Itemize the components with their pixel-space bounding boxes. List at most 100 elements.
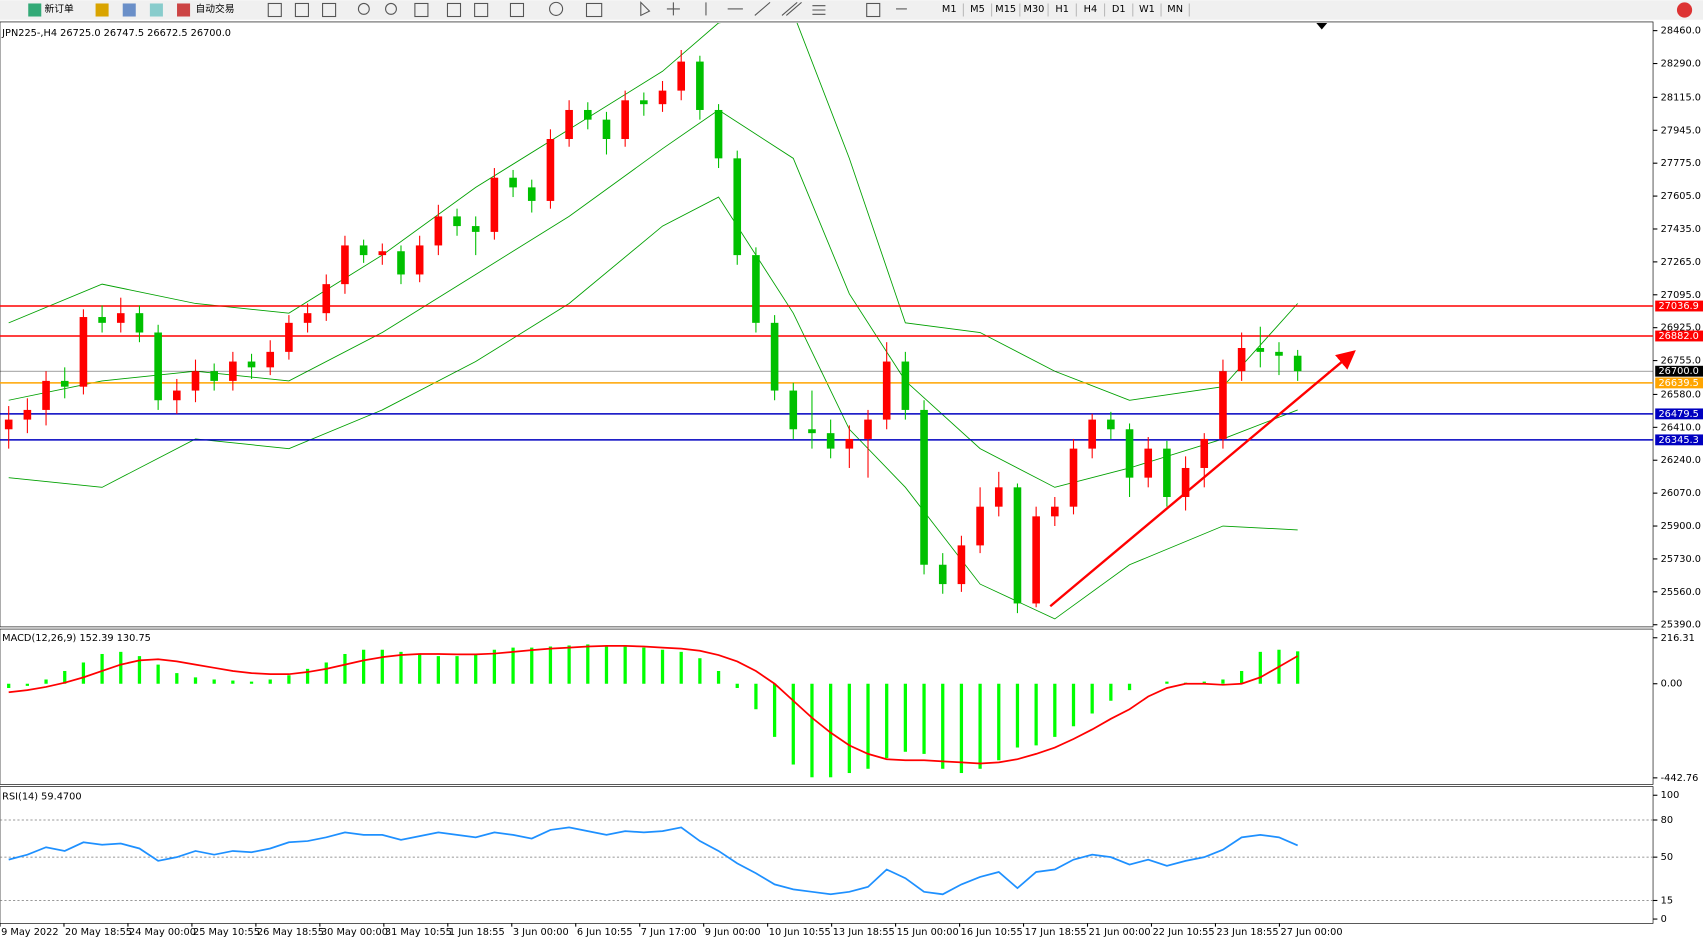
candle-body [733, 158, 742, 256]
candle-body [341, 245, 349, 285]
date-label: 7 Jun 17:00 [641, 927, 697, 938]
macd-bar [754, 683, 758, 710]
auto-trade-button[interactable]: 自动交易 [195, 2, 234, 15]
candle-body [808, 429, 816, 434]
trendline[interactable] [754, 1, 771, 16]
auto-trade-icon[interactable] [177, 3, 191, 17]
macd-bar [1053, 683, 1057, 737]
candle-body [770, 322, 779, 391]
date-label: 26 May 18:55 [257, 927, 324, 938]
toolbar [0, 0, 1703, 20]
candle-body [79, 317, 88, 387]
main-panel [0, 21, 1654, 628]
timeframes: M1 M5 M15 M30 H1 H4 D1 W1 MN [942, 3, 1190, 17]
tool[interactable] [294, 2, 309, 18]
macd-bar [698, 658, 702, 684]
icon[interactable] [95, 3, 109, 17]
macd-panel [0, 628, 1654, 785]
macd-bar [399, 651, 403, 684]
macd-bar [418, 653, 422, 684]
templates[interactable] [585, 2, 603, 18]
timeframe-button[interactable]: M5 [970, 4, 985, 15]
timeframe-button[interactable]: H1 [1055, 4, 1069, 15]
text-tool[interactable] [866, 2, 881, 18]
candle-body [1125, 429, 1134, 478]
timeframe-button[interactable]: H4 [1084, 4, 1098, 15]
candle-body [173, 390, 181, 401]
indicators[interactable] [509, 2, 525, 18]
price-level-tag [1655, 377, 1703, 389]
tool[interactable] [474, 2, 489, 18]
macd-bar [1109, 683, 1113, 701]
candle-body [135, 313, 144, 333]
timeframe-button[interactable]: M30 [1024, 4, 1045, 15]
new-order-icon[interactable] [28, 3, 42, 17]
y-tick-label: 27265.0 [1661, 257, 1701, 268]
channel[interactable] [781, 1, 802, 16]
notification[interactable] [1676, 2, 1693, 18]
macd-bar [474, 653, 478, 684]
y-tick-label: 0 [1661, 914, 1667, 925]
timeframe-button[interactable]: M15 [995, 4, 1016, 15]
macd-bar [642, 647, 646, 684]
timeframe-button[interactable]: D1 [1112, 4, 1126, 15]
candle-body [42, 380, 50, 410]
candle-body [1013, 487, 1022, 604]
macd-bar [44, 679, 48, 684]
zoom-out[interactable] [385, 2, 397, 15]
crosshair[interactable] [666, 2, 680, 16]
candle-body [322, 284, 331, 314]
date-label: 9 May 2022 [1, 927, 58, 938]
rsi-line [8, 826, 1299, 896]
candle-body [471, 226, 480, 232]
icon[interactable] [122, 3, 136, 17]
y-tick-label: 27095.0 [1661, 290, 1701, 301]
chart-title: JPN225-,H4 26725.0 26747.5 26672.5 26700… [1, 28, 231, 39]
candle-body [191, 371, 200, 391]
candle-body [920, 409, 928, 565]
timeframe-button[interactable]: M1 [942, 4, 957, 15]
drawing-tools [267, 1, 907, 18]
candle-body [845, 438, 854, 449]
candle-body [1051, 506, 1059, 517]
macd-bar [1296, 651, 1300, 684]
y-tick-label: 26755.0 [1661, 356, 1701, 367]
timeframe-button[interactable]: W1 [1139, 4, 1155, 15]
candle-body [266, 351, 275, 368]
candle-body [359, 245, 368, 256]
new-order-button[interactable]: 新订单 [45, 2, 75, 15]
fibo[interactable] [812, 5, 826, 15]
candle-body [1107, 419, 1115, 430]
macd-bar [735, 683, 739, 688]
y-tick-label: 100 [1661, 790, 1680, 801]
tool[interactable] [414, 2, 429, 18]
tool[interactable] [446, 2, 462, 18]
candle-body [752, 255, 760, 323]
candle-body [378, 251, 387, 256]
date-label: 17 Jun 18:55 [1025, 927, 1087, 938]
candle-body [640, 100, 648, 105]
tool[interactable] [322, 2, 337, 18]
macd-bar [100, 653, 104, 684]
y-tick-label: 27435.0 [1661, 224, 1701, 235]
zoom-in[interactable] [357, 2, 370, 15]
candle-body [1069, 448, 1078, 507]
price-level-label: 26639.5 [1658, 378, 1698, 389]
timeframe-button[interactable]: MN [1167, 4, 1183, 15]
price-level-label: 26479.5 [1658, 409, 1698, 420]
candle-body [1181, 467, 1190, 498]
date-label: 9 Jun 00:00 [705, 927, 761, 938]
macd-bar [175, 673, 179, 684]
cursor[interactable] [640, 1, 651, 17]
candle-body [583, 109, 592, 120]
macd-bar [156, 664, 160, 684]
macd-bar [25, 683, 29, 686]
tool[interactable] [267, 2, 282, 18]
candle-body [98, 317, 106, 323]
macd-bar [978, 683, 982, 769]
icon[interactable] [149, 3, 163, 17]
periods[interactable] [549, 1, 564, 16]
macd-bar [268, 679, 272, 684]
candle-body [247, 361, 256, 368]
